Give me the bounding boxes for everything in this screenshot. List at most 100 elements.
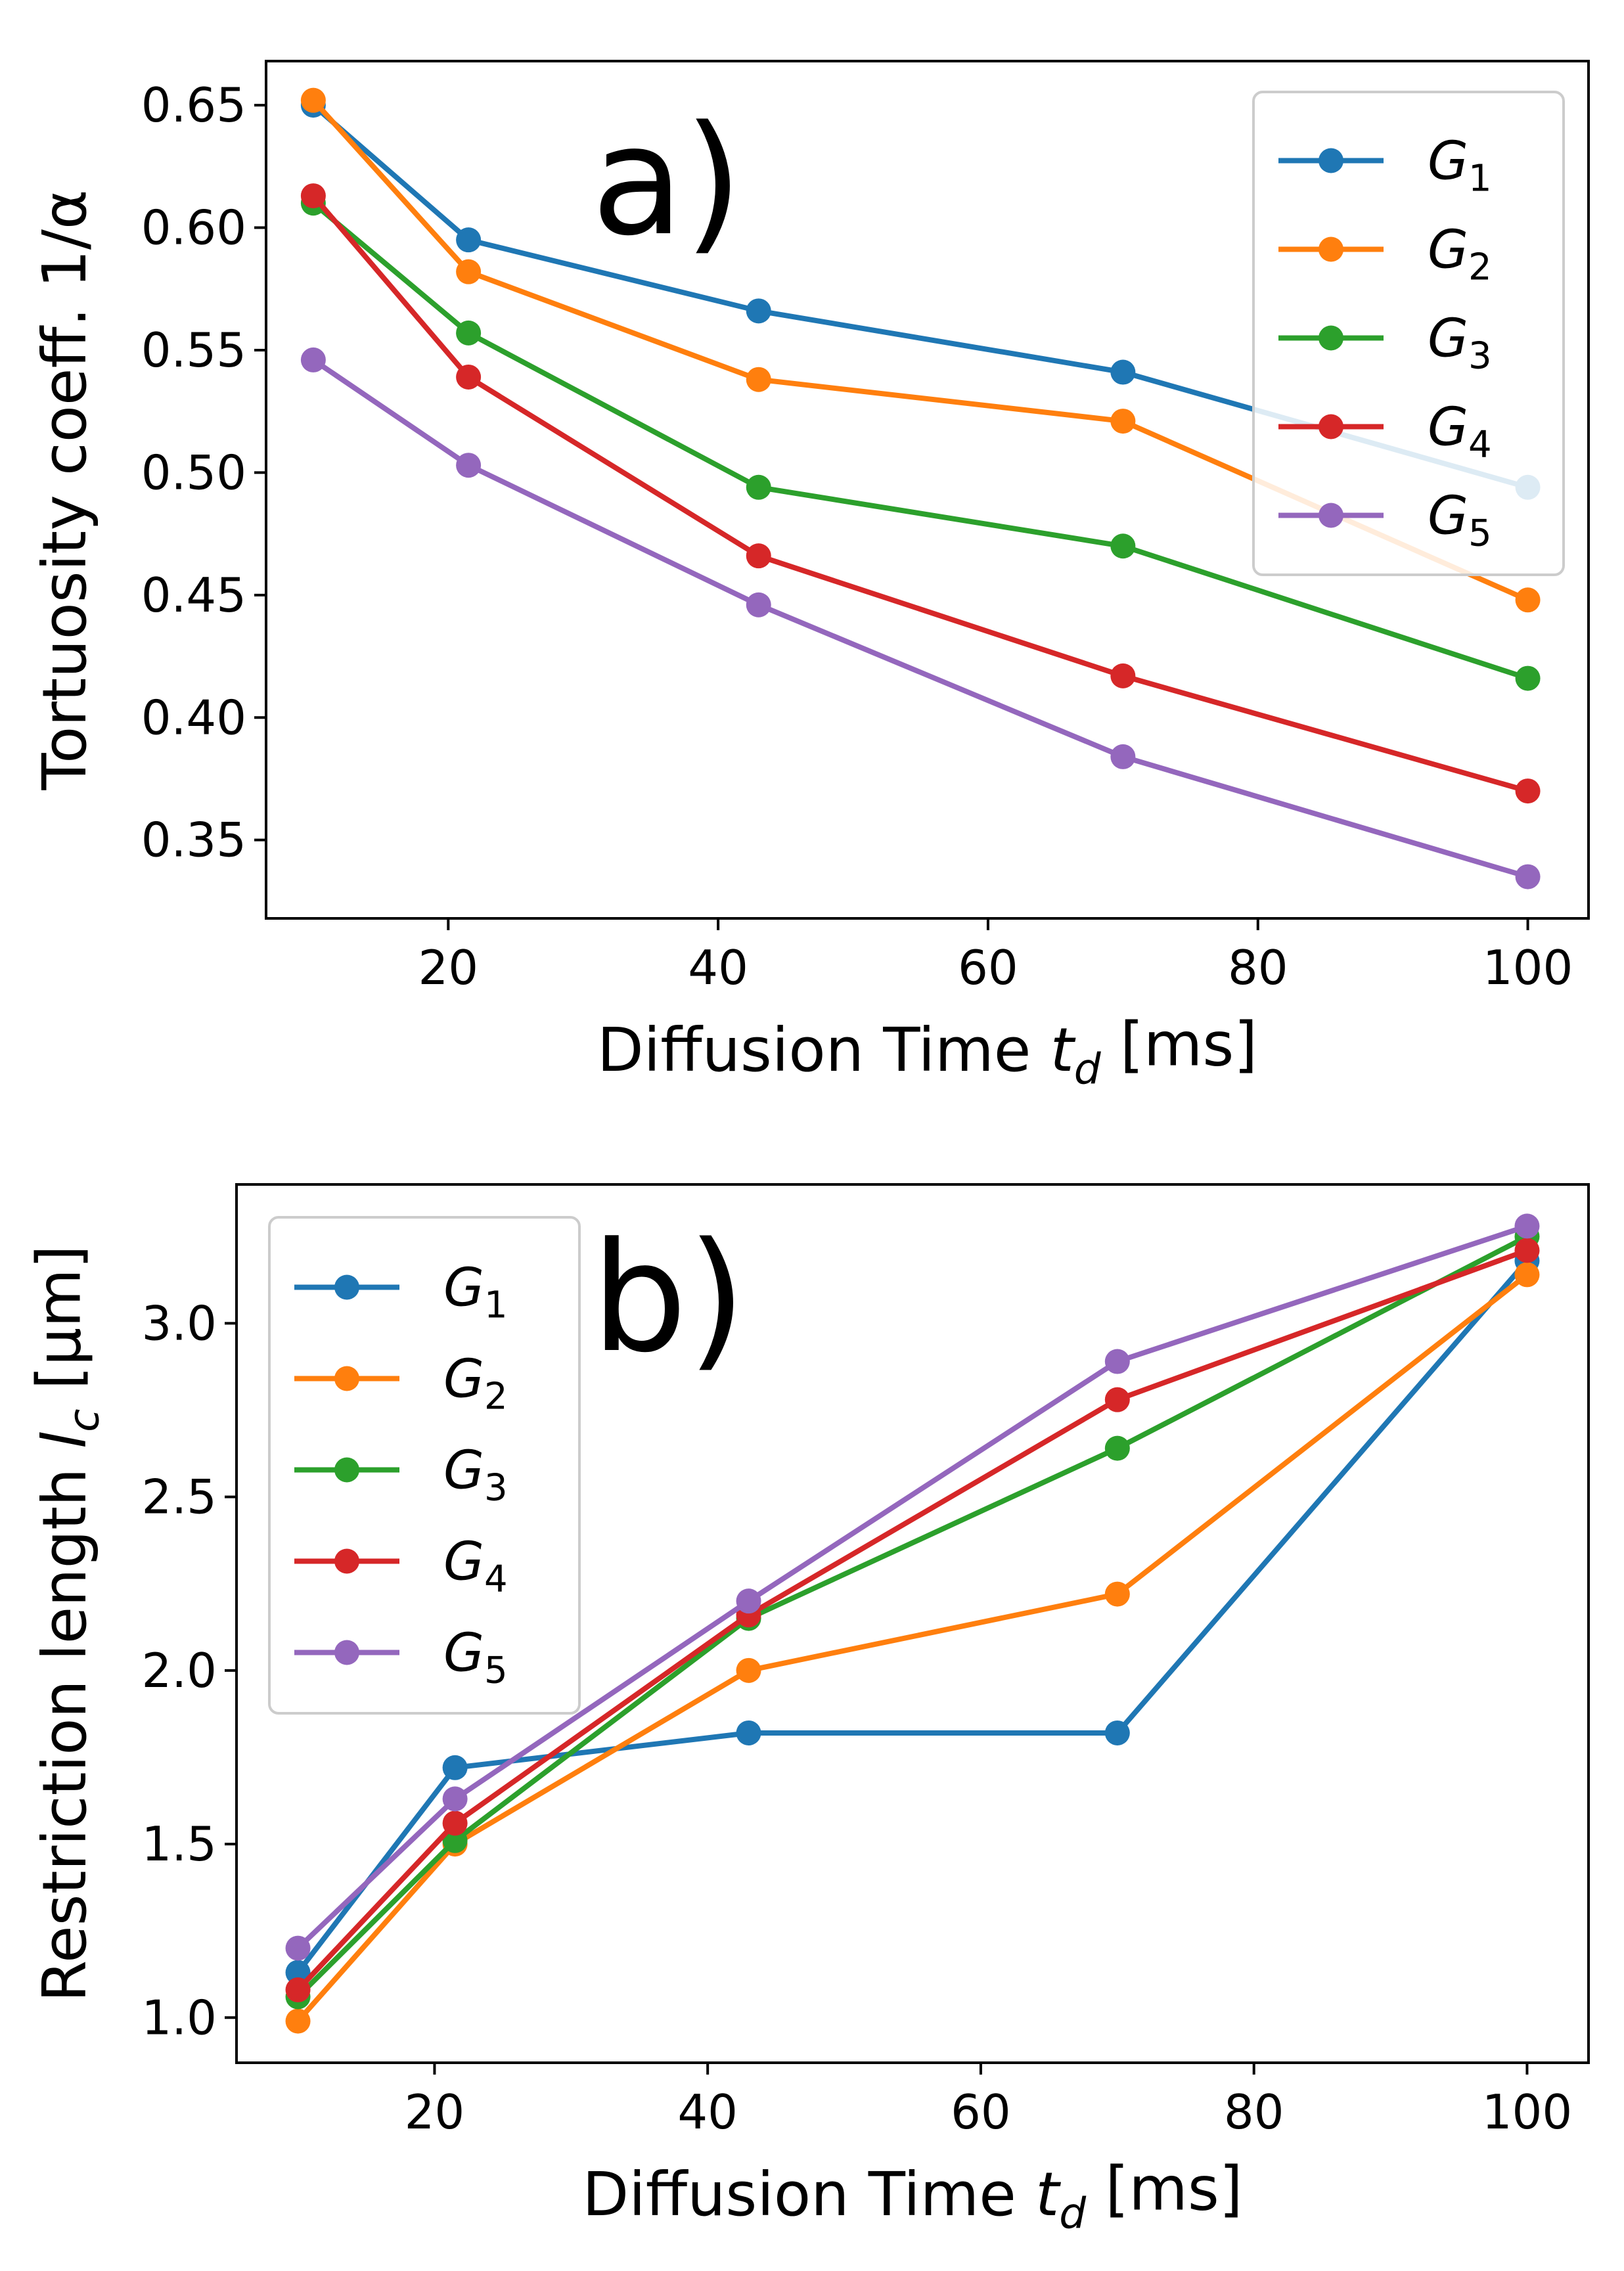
legend-box — [268, 1216, 581, 1715]
data-point-g1 — [736, 1720, 761, 1745]
data-point-g2 — [1514, 1262, 1540, 1288]
legend-label: G1 — [1428, 131, 1492, 200]
data-point-g4 — [746, 543, 771, 569]
y-tick-label: 3.0 — [141, 1295, 217, 1351]
legend-marker — [334, 1366, 359, 1391]
panel-a-tortuosity-chart: 20 40 60 80 100 0.35 0.40 0.45 0.50 0.55 0.60 0.65 D… — [30, 60, 1590, 1094]
y-tick-label: 0.65 — [141, 78, 246, 133]
x-tick-label: 40 — [677, 2084, 738, 2140]
legend-item-g4: G4 — [294, 1531, 508, 1601]
legend-item-g1: G1 — [294, 1257, 508, 1327]
y-tick-label: 0.50 — [141, 445, 246, 500]
data-point-g2 — [285, 2008, 311, 2034]
y-tick-label: 2.0 — [141, 1643, 217, 1698]
data-point-g3 — [1515, 665, 1541, 691]
legend-label: G5 — [443, 1623, 508, 1692]
data-point-g4 — [300, 183, 326, 209]
legend-item-g1: G1 — [1278, 131, 1492, 200]
legend-label: G3 — [443, 1440, 508, 1510]
data-point-g5 — [1104, 1349, 1130, 1374]
x-tick-label: 40 — [688, 940, 748, 995]
x-tick-label: 80 — [1228, 940, 1288, 995]
legend-item-g2: G2 — [1278, 219, 1492, 289]
data-point-g5 — [1110, 744, 1136, 769]
data-point-g2 — [1110, 409, 1136, 434]
y-tick-label: 0.45 — [141, 568, 246, 623]
data-point-g4 — [1110, 663, 1136, 688]
data-point-g5 — [456, 453, 482, 478]
data-point-g2 — [1104, 1581, 1130, 1607]
data-point-g5 — [746, 592, 771, 618]
x-tick-label: 20 — [405, 2084, 465, 2140]
y-tick-label: 0.40 — [141, 690, 246, 745]
x-axis-label: Diffusion Time td [ms] — [597, 1010, 1257, 1094]
legend-marker — [1319, 148, 1343, 173]
y-tick-label: 0.60 — [141, 200, 246, 256]
data-point-g5 — [1515, 864, 1541, 889]
legend-marker — [1319, 414, 1343, 439]
legend-marker — [334, 1274, 359, 1300]
x-tick-label: 60 — [958, 940, 1018, 995]
data-point-g4 — [1514, 1238, 1540, 1263]
data-point-g5 — [285, 1935, 311, 1961]
legend-box — [1252, 91, 1565, 576]
data-point-g3 — [1104, 1435, 1130, 1461]
legend: G1 G2 G3 G4 G5 — [268, 1216, 581, 1715]
legend-label: G4 — [443, 1531, 508, 1601]
legend-item-g3: G3 — [1278, 308, 1492, 378]
legend-marker — [334, 1548, 359, 1574]
data-point-g1 — [1104, 1720, 1130, 1745]
data-point-g1 — [442, 1755, 468, 1780]
legend-label: G5 — [1428, 485, 1492, 555]
data-point-g1 — [746, 298, 771, 324]
data-point-g5 — [442, 1786, 468, 1812]
legend-item-g5: G5 — [1278, 485, 1492, 555]
x-tick-label: 100 — [1483, 940, 1573, 995]
y-tick-label: 1.5 — [141, 1816, 217, 1872]
y-tick-label: 0.55 — [141, 323, 246, 378]
legend-label: G2 — [1428, 219, 1492, 289]
data-point-g5 — [300, 347, 326, 372]
legend-label: G4 — [1428, 397, 1492, 466]
data-point-g1 — [456, 227, 482, 253]
data-point-g3 — [456, 320, 482, 346]
y-tick-label: 0.35 — [141, 813, 246, 868]
y-tick-label: 2.5 — [141, 1470, 217, 1525]
legend-item-g2: G2 — [294, 1349, 508, 1418]
data-point-g2 — [300, 87, 326, 113]
y-tick-label: 1.0 — [141, 1990, 217, 2045]
y-axis-label: Tortuosity coeff. 1/α — [30, 189, 100, 790]
data-point-g2 — [746, 367, 771, 392]
legend-item-g3: G3 — [294, 1440, 508, 1510]
panel-label: b) — [591, 1211, 746, 1386]
legend-label: G2 — [443, 1349, 508, 1418]
y-axis-label: Restriction length lc [μm] — [24, 1245, 109, 2002]
x-tick-label: 60 — [951, 2084, 1011, 2140]
legend-marker — [334, 1640, 359, 1665]
legend-marker — [1319, 325, 1343, 351]
x-tick-label: 100 — [1482, 2084, 1572, 2140]
data-point-g1 — [1110, 359, 1136, 385]
data-point-g4 — [1104, 1387, 1130, 1412]
data-point-g1 — [285, 1960, 311, 1985]
x-axis-label: Diffusion Time td [ms] — [582, 2154, 1242, 2239]
legend-label: G3 — [1428, 308, 1492, 378]
legend-marker — [1319, 236, 1343, 262]
data-point-g4 — [285, 1977, 311, 2003]
x-tick-label: 80 — [1224, 2084, 1284, 2140]
data-point-g5 — [1514, 1213, 1540, 1239]
legend: G1 G2 G3 G4 G5 — [1252, 91, 1565, 576]
plot-frame — [235, 1183, 1590, 2064]
panel-label: a) — [591, 94, 743, 269]
data-point-g2 — [1515, 587, 1541, 613]
data-point-g2 — [456, 259, 482, 284]
x-tick-label: 20 — [418, 940, 478, 995]
data-point-g4 — [442, 1810, 468, 1836]
data-point-g3 — [1110, 533, 1136, 559]
data-point-g5 — [736, 1588, 761, 1614]
data-point-g3 — [442, 1828, 468, 1853]
data-point-g4 — [456, 364, 482, 390]
legend-marker — [1319, 503, 1343, 528]
data-point-g4 — [1515, 778, 1541, 804]
